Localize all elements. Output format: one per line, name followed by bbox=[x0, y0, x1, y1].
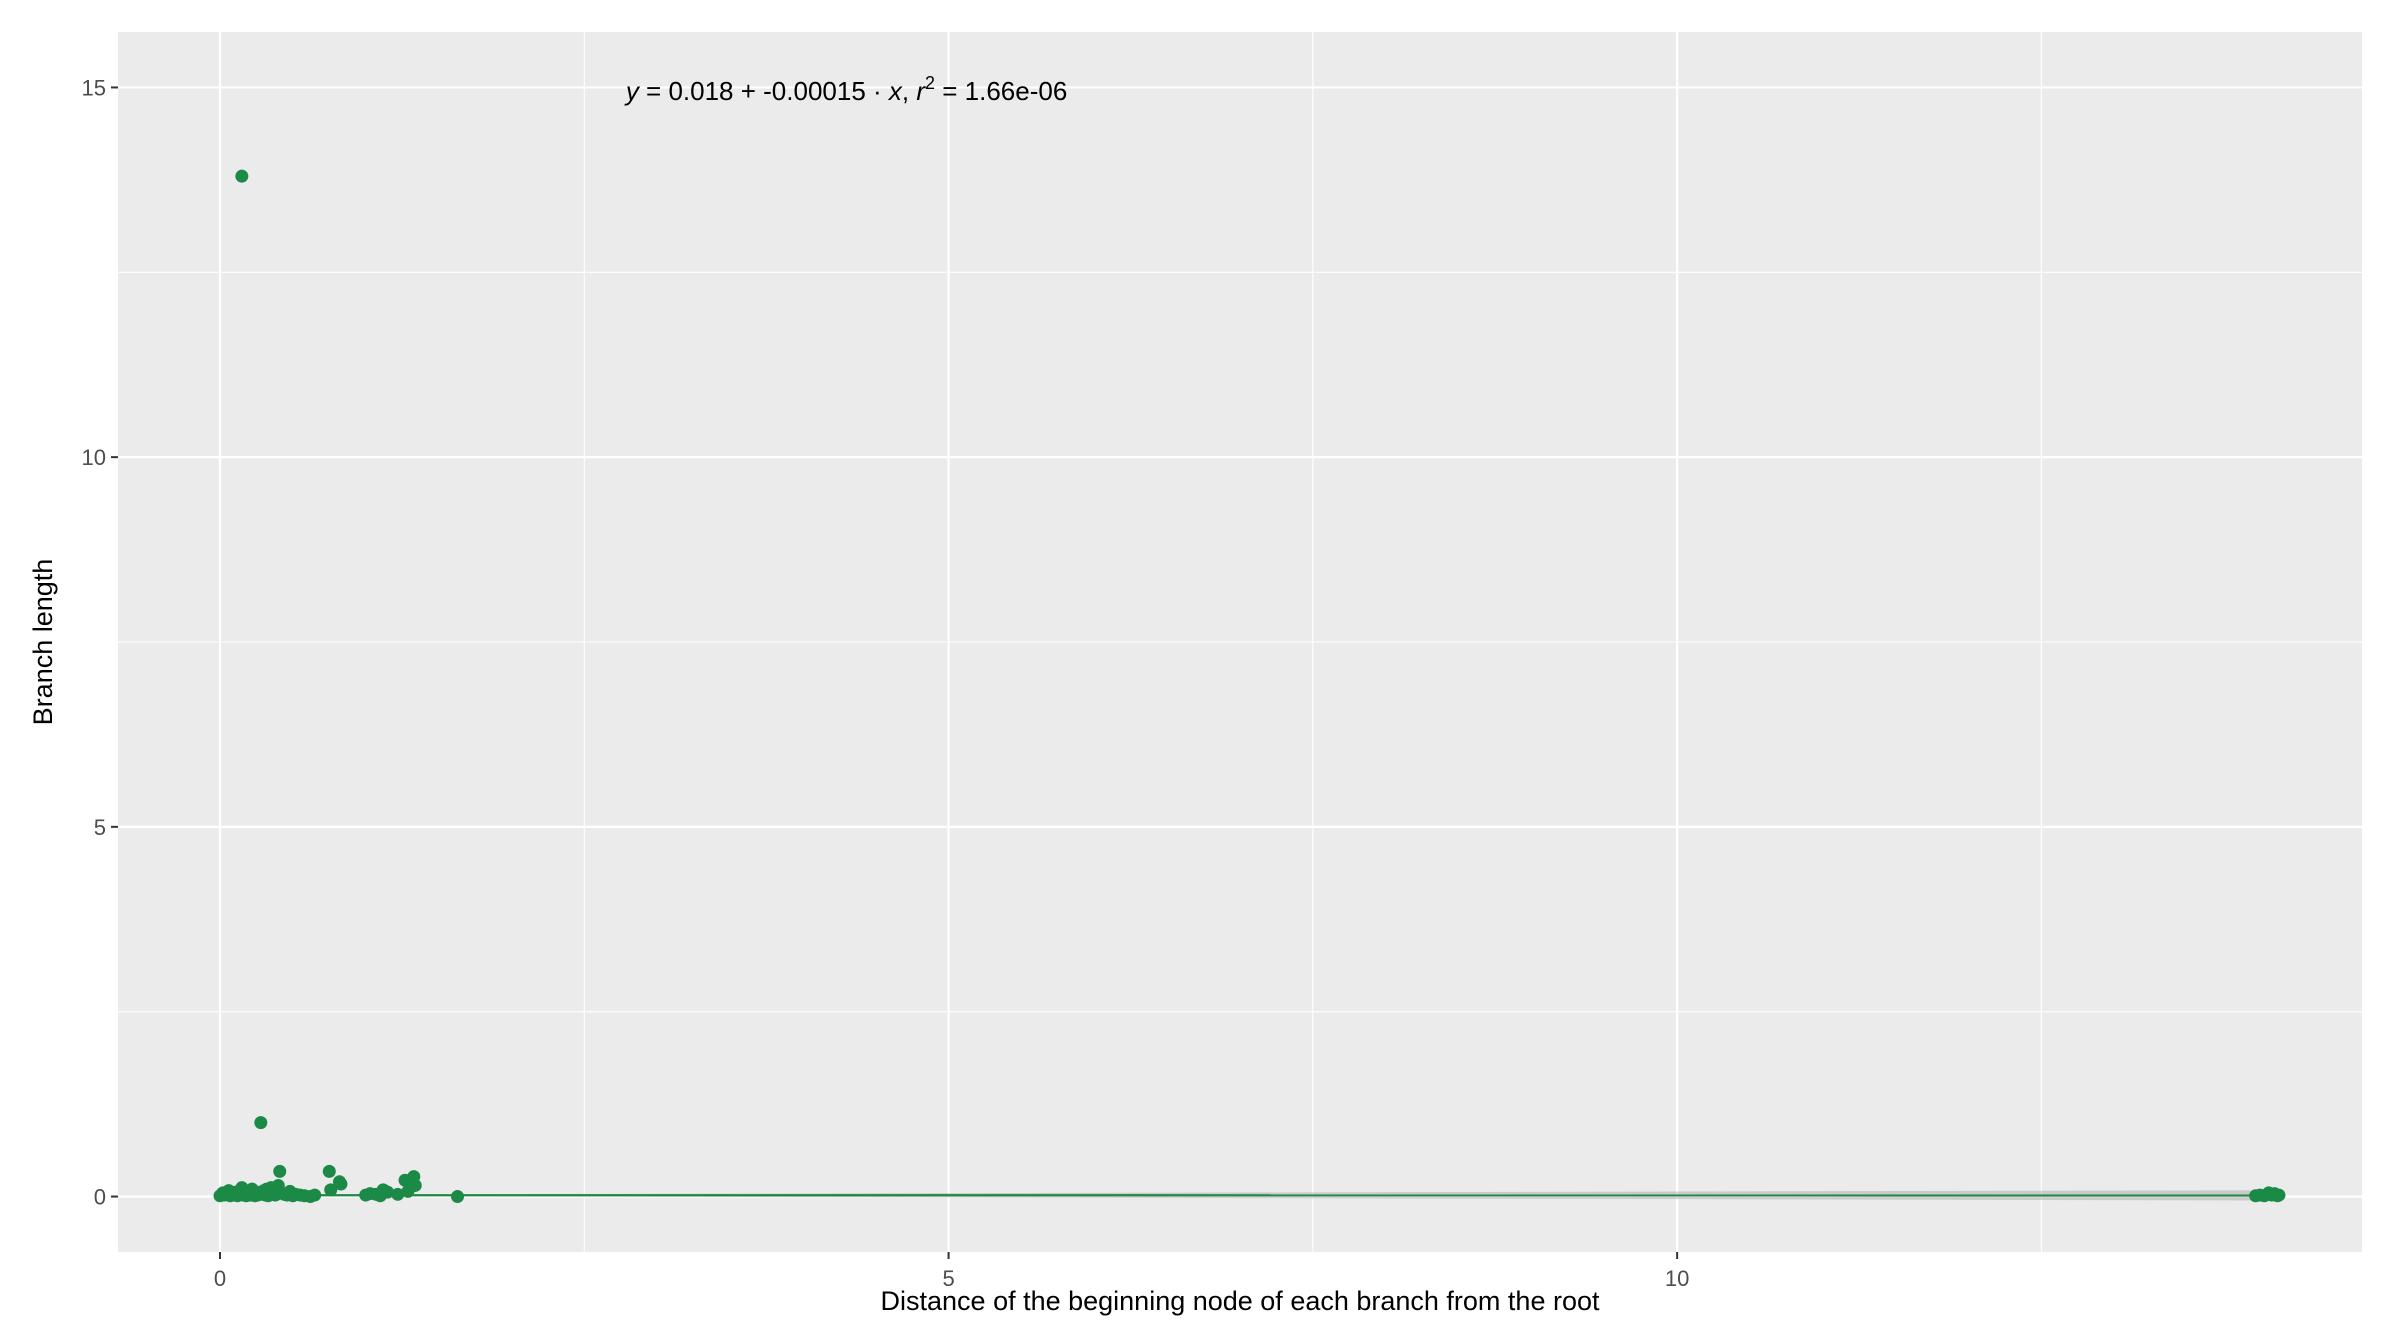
x-tick-label: 0 bbox=[214, 1266, 226, 1291]
data-point bbox=[391, 1187, 405, 1201]
data-point bbox=[308, 1188, 322, 1202]
data-point bbox=[235, 169, 249, 183]
x-axis-title: Distance of the beginning node of each b… bbox=[881, 1286, 1600, 1316]
y-tick-label: 15 bbox=[82, 75, 106, 100]
data-point bbox=[322, 1164, 336, 1178]
data-point bbox=[381, 1185, 395, 1199]
data-point bbox=[408, 1178, 422, 1192]
x-tick-label: 5 bbox=[942, 1266, 954, 1291]
equation-y-symbol: y bbox=[624, 76, 641, 106]
regression-equation: y = 0.018 + -0.00015 · x, r2 = 1.66e-06 bbox=[624, 73, 1068, 106]
equation-r2-value: = 1.66e-06 bbox=[935, 76, 1067, 106]
equation-x-symbol: x bbox=[887, 76, 903, 106]
data-point bbox=[324, 1183, 338, 1197]
equation-r-symbol: r bbox=[916, 76, 926, 106]
major-gridlines bbox=[118, 32, 2362, 1252]
y-axis-title: Branch length bbox=[28, 559, 58, 726]
data-point bbox=[2272, 1188, 2286, 1202]
x-tick-label: 10 bbox=[1665, 1266, 1689, 1291]
scatter-points bbox=[213, 169, 2286, 1204]
y-tick-label: 0 bbox=[94, 1185, 106, 1210]
y-axis-ticks: 0 5 10 15 bbox=[82, 75, 118, 1210]
data-point bbox=[451, 1190, 465, 1204]
data-point bbox=[334, 1177, 348, 1191]
data-point bbox=[254, 1116, 268, 1130]
data-point bbox=[273, 1164, 287, 1178]
x-axis-ticks: 0 5 10 bbox=[214, 1252, 1689, 1291]
minor-gridlines bbox=[118, 32, 2362, 1252]
equation-body: = 0.018 + -0.00015 · bbox=[639, 76, 889, 106]
equation-comma: , bbox=[902, 76, 916, 106]
y-tick-label: 10 bbox=[82, 445, 106, 470]
equation-r-exponent: 2 bbox=[925, 73, 935, 93]
y-tick-label: 5 bbox=[94, 815, 106, 840]
